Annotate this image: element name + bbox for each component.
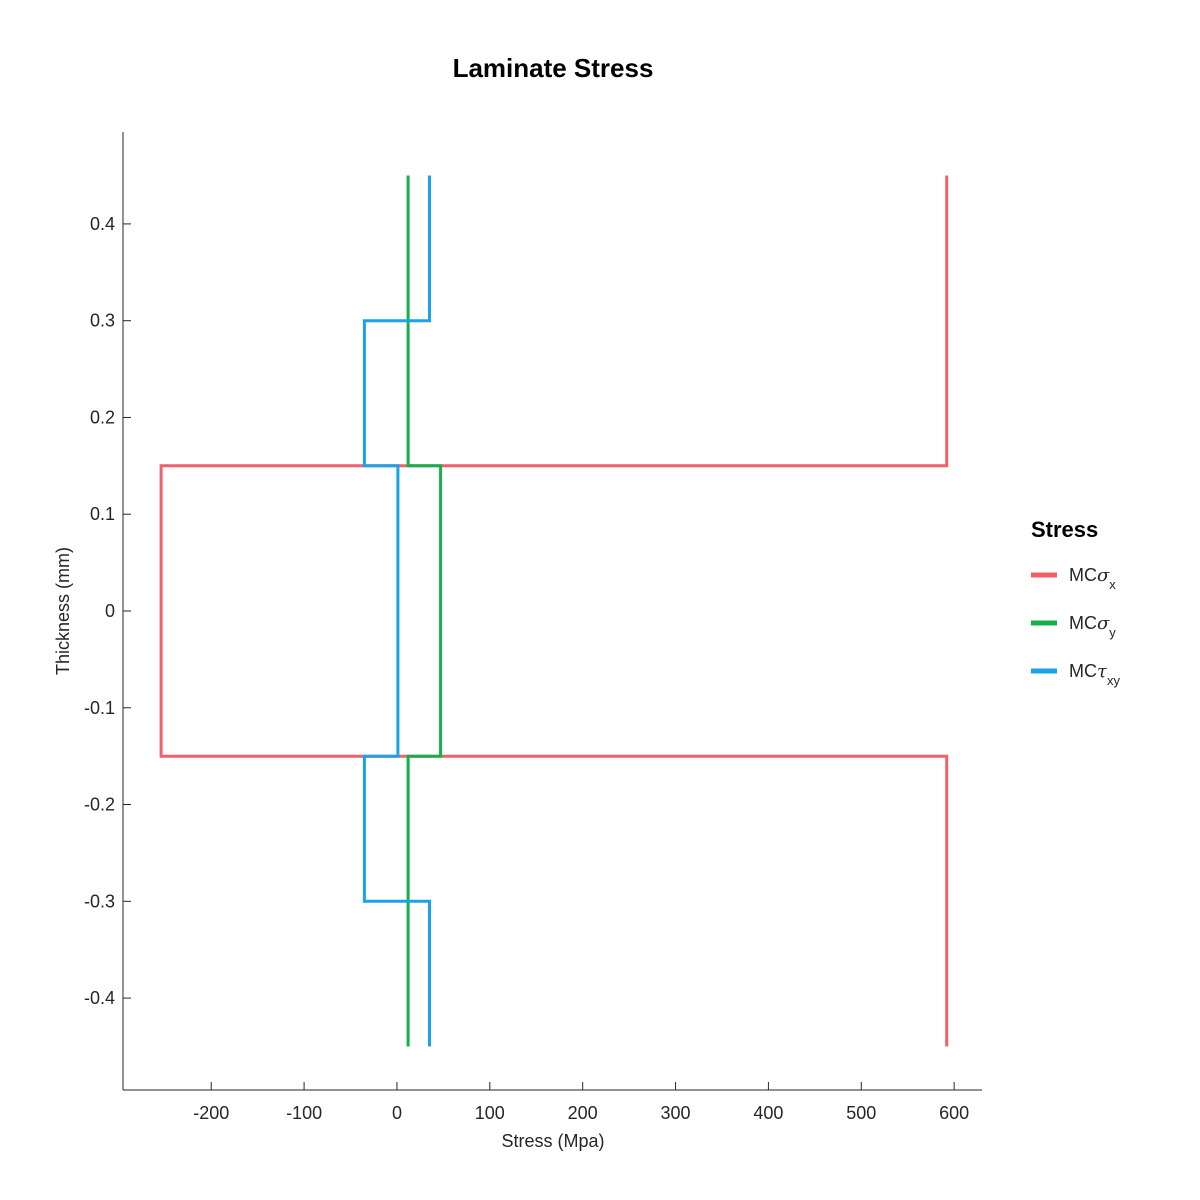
y-tick-label: 0.3: [90, 311, 115, 331]
legend-label-main: MC: [1069, 613, 1097, 633]
y-tick-label: -0.4: [84, 988, 115, 1008]
x-tick-label: 0: [392, 1103, 402, 1123]
x-tick-label: 100: [475, 1103, 505, 1123]
legend-label-main: MC: [1069, 661, 1097, 681]
series-tau-xy-line: [362, 175, 431, 1047]
series-sigma-x-line: [159, 175, 949, 1047]
legend-label-symbol: σ: [1097, 565, 1110, 586]
y-tick-label: -0.2: [84, 795, 115, 815]
legend-label-subscript: y: [1109, 625, 1116, 640]
x-tick-label: 400: [753, 1103, 783, 1123]
legend-title: Stress: [1031, 517, 1098, 542]
legend-label: MCσx: [1069, 565, 1116, 592]
legend-label: MCτxy: [1069, 661, 1120, 688]
series-group: [159, 175, 949, 1047]
legend-entry-sigma-x: MCσx: [1031, 565, 1116, 592]
x-tick-label: 300: [661, 1103, 691, 1123]
x-tick-label: -200: [193, 1103, 229, 1123]
x-tick-label: 200: [568, 1103, 598, 1123]
x-tick-label: -100: [286, 1103, 322, 1123]
series-sigma-y-line: [406, 175, 443, 1047]
chart-title: Laminate Stress: [453, 53, 654, 83]
x-ticks: -200 -100 0 100 200 300 400 500 600: [193, 1082, 969, 1123]
y-axis-label: Thickness (mm): [53, 547, 73, 675]
y-tick-label: -0.1: [84, 698, 115, 718]
y-tick-label: 0.2: [90, 407, 115, 427]
x-tick-label: 600: [939, 1103, 969, 1123]
legend-label-subscript: xy: [1107, 673, 1121, 688]
y-tick-label: 0.1: [90, 504, 115, 524]
y-tick-label: -0.3: [84, 891, 115, 911]
legend-entry-tau-xy: MCτxy: [1031, 661, 1120, 688]
legend-label-main: MC: [1069, 565, 1097, 585]
axes: [122, 132, 982, 1091]
x-tick-label: 500: [846, 1103, 876, 1123]
x-axis-label: Stress (Mpa): [501, 1131, 604, 1151]
legend-label: MCσy: [1069, 613, 1116, 640]
legend-label-symbol: σ: [1097, 613, 1110, 634]
y-tick-label: 0.4: [90, 214, 115, 234]
y-tick-label: 0: [105, 601, 115, 621]
legend-label-symbol: τ: [1097, 661, 1108, 682]
y-ticks: 0.4 0.3 0.2 0.1 0 -0.1 -0.2 -0.3 -0.4: [84, 214, 131, 1008]
legend-entry-sigma-y: MCσy: [1031, 613, 1116, 640]
legend-label-subscript: x: [1109, 577, 1116, 592]
